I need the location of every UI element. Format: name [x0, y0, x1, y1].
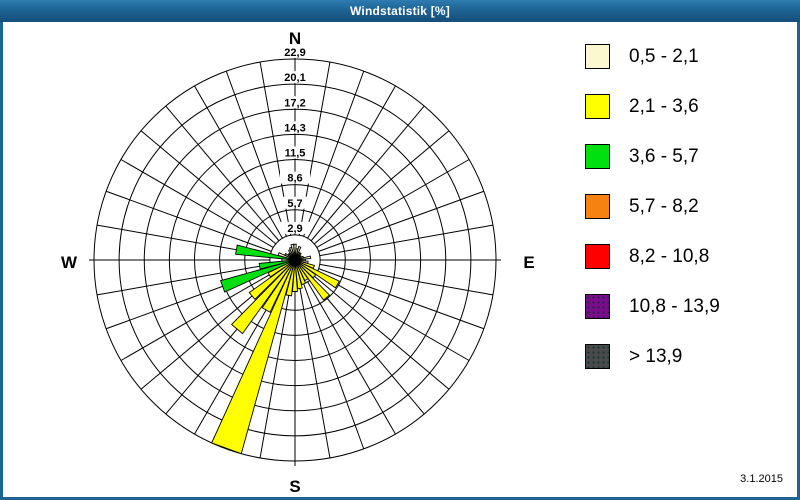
ring-label-bg — [280, 71, 310, 84]
grid-spoke — [313, 275, 450, 390]
compass-label-n: N — [289, 29, 301, 48]
grid-spoke — [165, 105, 280, 242]
chart-area: 2,9 5,7 8,6 11,5 14,3 17,2 20,1 22,9 N S W E 0,5 - … — [3, 22, 797, 497]
grid-spoke — [307, 85, 396, 239]
grid-spoke — [316, 159, 470, 248]
grid-spoke — [313, 130, 450, 245]
ring-label-bg — [280, 121, 310, 134]
wind-sector-wedge — [219, 259, 296, 293]
grid-spoke — [105, 190, 272, 252]
legend-item: 2,1 - 3,6 — [585, 94, 720, 119]
ring-label-bg — [280, 221, 310, 234]
wind-sector-wedge — [258, 259, 296, 270]
ring-label: 14,3 — [284, 122, 305, 134]
grid-spoke — [307, 281, 396, 435]
grid-spoke — [303, 283, 365, 450]
legend-swatch-5 — [585, 294, 610, 319]
date-label: 3.1.2015 — [740, 473, 783, 485]
legend-item: 10,8 - 13,9 — [585, 294, 720, 319]
legend-label: > 13,9 — [629, 345, 683, 367]
grid-spoke — [225, 70, 287, 237]
legend-item: 0,5 - 2,1 — [585, 44, 720, 69]
wind-sector-wedge — [294, 259, 309, 282]
legend-label: 2,1 - 3,6 — [629, 95, 699, 117]
ring-label-bg — [280, 171, 310, 184]
windrose-chart: 2,9 5,7 8,6 11,5 14,3 17,2 20,1 22,9N S W E — [61, 29, 535, 496]
grid-spoke — [303, 70, 365, 237]
ring-label: 20,1 — [284, 72, 305, 84]
legend-swatch-0 — [585, 44, 610, 69]
wind-sector-wedge — [294, 248, 299, 261]
wind-sector-wedge — [288, 252, 296, 261]
grid-spoke — [96, 263, 271, 296]
compass-label-w: W — [61, 253, 78, 272]
legend-label: 3,6 - 5,7 — [629, 145, 699, 167]
legend-item: > 13,9 — [585, 344, 720, 369]
legend-label: 5,7 - 8,2 — [629, 195, 699, 217]
legend-item: 5,7 - 8,2 — [585, 194, 720, 219]
legend-label: 10,8 - 13,9 — [629, 295, 720, 317]
legend-label: 8,2 - 10,8 — [629, 245, 710, 267]
wind-sector-wedge — [248, 259, 296, 301]
compass-label-s: S — [289, 477, 300, 496]
grid-spoke — [318, 190, 485, 252]
grid-spoke — [316, 272, 470, 361]
ring-label-bg — [280, 46, 310, 58]
wind-sector-wedge — [211, 259, 296, 455]
grid-spoke — [318, 268, 485, 330]
legend-item: 3,6 - 5,7 — [585, 144, 720, 169]
grid-spoke — [319, 224, 494, 257]
legend: 0,5 - 2,1 2,1 - 3,6 3,6 - 5,7 5,7 - 8,2 8,2 … — [585, 44, 720, 369]
grid-spoke — [120, 272, 274, 361]
compass-label-e: E — [523, 253, 534, 272]
ring-label: 17,2 — [284, 97, 305, 109]
wind-sector-wedge — [267, 259, 296, 278]
legend-swatch-1 — [585, 94, 610, 119]
legend-item: 8,2 - 10,8 — [585, 244, 720, 269]
ring-label: 11,5 — [285, 148, 306, 160]
wind-sector-wedge — [294, 259, 317, 279]
window-title: Windstatistik [%] — [350, 4, 450, 18]
wind-sector-wedge — [261, 259, 296, 313]
ring-label-bg — [280, 146, 310, 159]
grid-spoke — [194, 85, 283, 239]
grid-spoke — [310, 278, 425, 415]
ring-label: 2,9 — [287, 223, 302, 235]
legend-swatch-3 — [585, 194, 610, 219]
wind-sector-wedge — [294, 258, 306, 262]
grid-spoke — [120, 159, 274, 248]
wind-sector-wedge — [281, 258, 296, 262]
grid-spoke — [319, 263, 494, 296]
ring-label-bg — [280, 196, 310, 209]
legend-swatch-2 — [585, 144, 610, 169]
ring-label: 5,7 — [287, 198, 302, 210]
grid-spoke — [259, 284, 292, 459]
title-bar[interactable]: Windstatistik [%] — [0, 0, 800, 22]
legend-label: 0,5 - 2,1 — [629, 45, 699, 67]
ring-label: 8,6 — [287, 173, 302, 185]
ring-label-bg — [280, 96, 310, 109]
ring-label: 22,9 — [284, 47, 305, 59]
legend-swatch-4 — [585, 244, 610, 269]
grid-spoke — [140, 130, 277, 245]
wind-sector-wedge — [294, 255, 302, 261]
legend-swatch-6 — [585, 344, 610, 369]
grid-spoke — [298, 284, 331, 459]
grid-spoke — [310, 105, 425, 242]
wind-sector-wedge — [230, 259, 296, 335]
